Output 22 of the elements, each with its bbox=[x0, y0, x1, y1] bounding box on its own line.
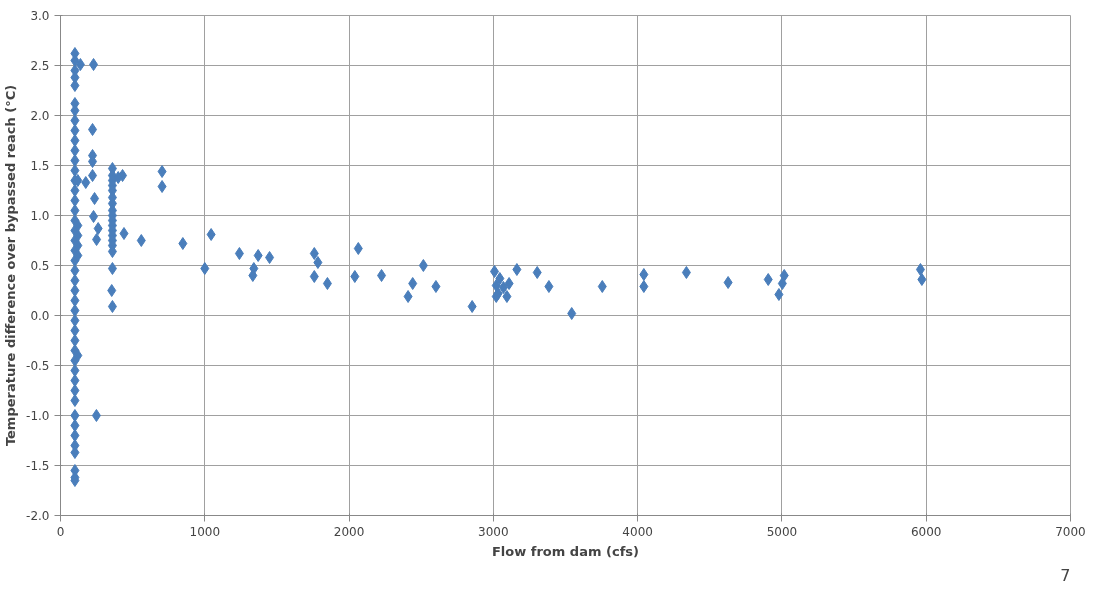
y-tick-label: 2.5 bbox=[30, 59, 50, 73]
x-tick-label: 6000 bbox=[910, 524, 942, 539]
y-tick-label: -1.0 bbox=[26, 409, 50, 423]
x-tick-label: 7000 bbox=[1055, 524, 1086, 539]
y-tick-label: 0.5 bbox=[30, 259, 50, 273]
x-tick-label: 1000 bbox=[189, 524, 221, 539]
x-tick-label: 5000 bbox=[766, 524, 798, 539]
x-tick-label: 3000 bbox=[478, 524, 509, 539]
x-tick-label: 0 bbox=[56, 524, 65, 539]
y-tick-label: 0.0 bbox=[30, 309, 50, 323]
x-tick-label: 2000 bbox=[333, 524, 365, 539]
y-tick-label: -1.5 bbox=[26, 459, 50, 473]
y-tick-label: -0.5 bbox=[26, 359, 50, 373]
x-axis-title: Flow from dam (cfs) bbox=[492, 543, 640, 559]
y-tick-label: 2.0 bbox=[30, 109, 50, 123]
y-tick-label: 3.0 bbox=[30, 9, 50, 23]
y-tick-label: 1.0 bbox=[30, 209, 50, 223]
x-tick-label: 4000 bbox=[622, 524, 653, 539]
y-axis-title: Temperature difference over bypassed reach (°C) bbox=[3, 84, 19, 447]
y-tick-label: -2.0 bbox=[26, 509, 50, 523]
y-tick-label: 1.5 bbox=[30, 159, 50, 173]
text: 7 bbox=[1060, 565, 1071, 585]
